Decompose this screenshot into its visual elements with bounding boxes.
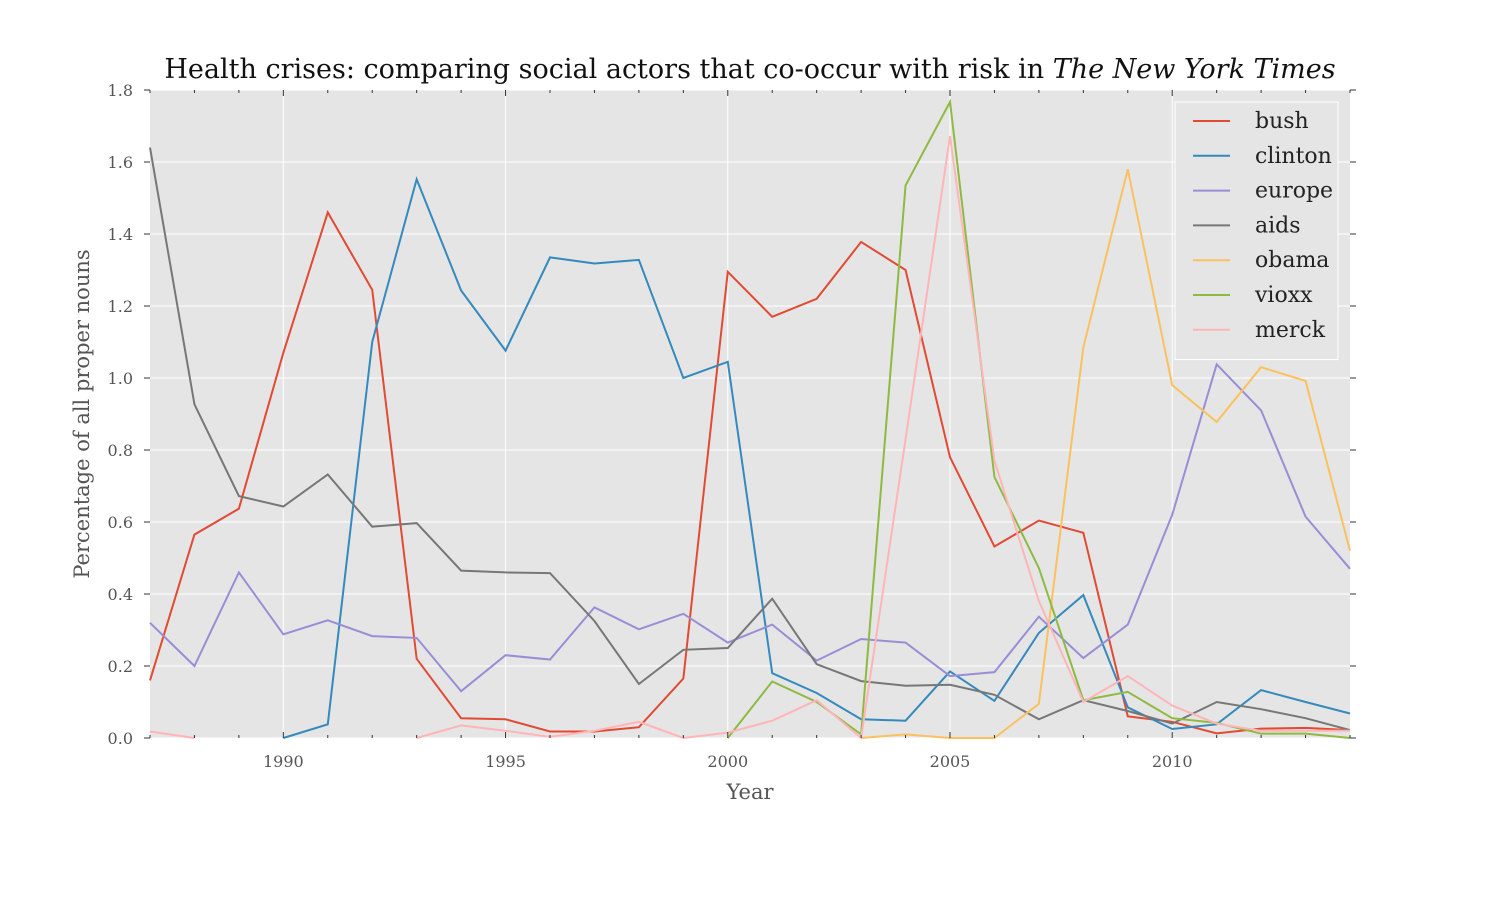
legend-label-vioxx: vioxx [1254,283,1313,308]
y-tick-label: 1.4 [108,225,133,244]
legend-label-bush: bush [1255,109,1309,134]
axis-ticks [144,89,1356,739]
y-tick-label: 0.2 [108,657,133,676]
y-tick-label: 1.8 [108,81,133,100]
x-tick-label: 1990 [263,752,304,771]
legend-label-europe: europe [1255,179,1333,204]
series-line-clinton [283,176,1351,739]
series-line-aids [149,147,1351,732]
x-tick-label: 2000 [707,752,748,771]
y-tick-label: 0.8 [108,441,133,460]
axis-labels: 1990 1995 2000 2005 2010 0.0 0.2 0.4 0.6 0.8 1.0 1.… [108,81,1193,771]
plot-area [150,90,1350,738]
chart-title-main: Health crises: comparing social actors t… [164,54,1052,85]
series-line-obama [861,168,1351,739]
y-tick-label: 0.0 [108,729,133,748]
legend-label-obama: obama [1255,248,1329,273]
series-line-merck [149,135,1350,740]
legend-label-aids: aids [1255,213,1301,238]
legend: bush clinton europe aids obama vioxx merck [1174,101,1339,361]
legend-label-clinton: clinton [1255,144,1332,169]
legend-box [1174,101,1339,361]
x-tick-label: 2005 [930,752,971,771]
y-axis-label: Percentage of all proper nouns [70,249,94,578]
y-tick-label: 1.0 [108,369,133,388]
y-tick-label: 0.6 [108,513,133,532]
chart-title-italic: The New York Times [1053,54,1336,85]
series-lines [149,98,1351,740]
legend-label-merck: merck [1255,318,1326,343]
grid-lines [150,89,1350,739]
x-tick-label: 2010 [1152,752,1193,771]
series-line-europe [149,362,1351,693]
chart-title: Health crises: comparing social actors t… [164,54,1335,85]
x-tick-label: 1995 [485,752,526,771]
y-tick-label: 0.4 [108,585,133,604]
y-tick-label: 1.2 [108,297,133,316]
plot-background [150,90,1350,738]
y-tick-label: 1.6 [108,153,133,172]
x-axis-label: Year [725,780,774,804]
